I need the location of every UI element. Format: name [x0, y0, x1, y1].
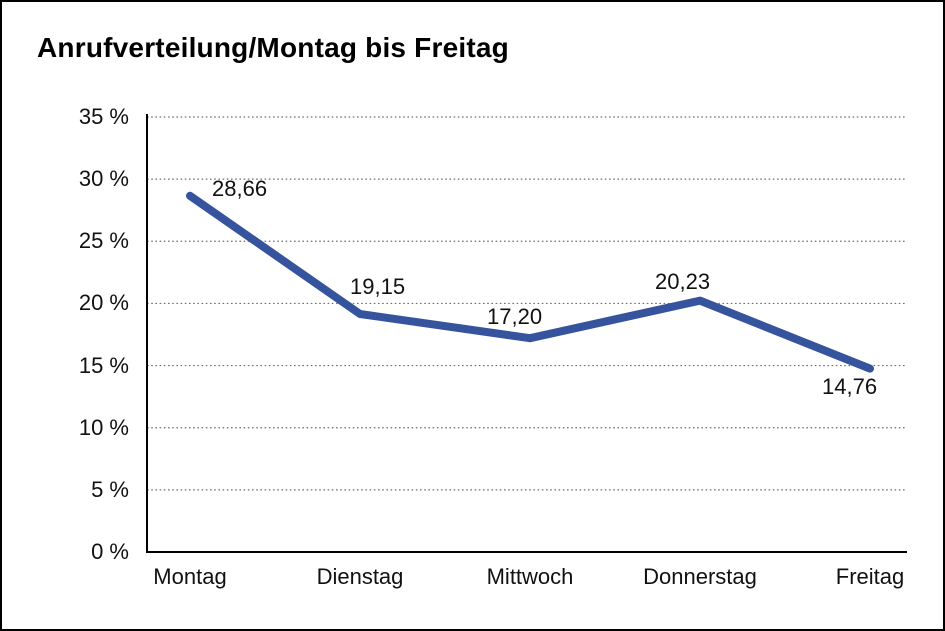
data-point-label: 28,66 [212, 175, 268, 201]
chart-title: Anrufverteilung/Montag bis Freitag [37, 32, 509, 63]
data-point-label: 14,76 [822, 373, 878, 399]
y-axis-tick-label: 10 % [78, 414, 129, 440]
x-axis-category-label: Mittwoch [486, 564, 574, 589]
y-axis-tick-label: 20 % [78, 290, 129, 316]
line-series [186, 191, 874, 373]
y-axis-tick-label: 15 % [78, 352, 129, 378]
y-axis-tick-label: 25 % [78, 228, 129, 254]
x-axis-category-label: Donnerstag [643, 564, 757, 589]
data-point-label: 17,20 [487, 304, 543, 330]
x-axis-category-label: Dienstag [316, 564, 404, 589]
y-axis-tick-label: 0 % [91, 539, 129, 564]
data-point-label: 19,15 [350, 273, 406, 299]
y-axis-tick-label: 30 % [78, 166, 129, 192]
data-point-label: 20,23 [655, 268, 711, 294]
x-axis-category-label: Montag [153, 564, 227, 589]
x-axis-category-label: Freitag [835, 564, 905, 589]
y-axis-tick-label: 35 % [78, 104, 129, 129]
y-axis-tick-label: 5 % [91, 476, 129, 502]
